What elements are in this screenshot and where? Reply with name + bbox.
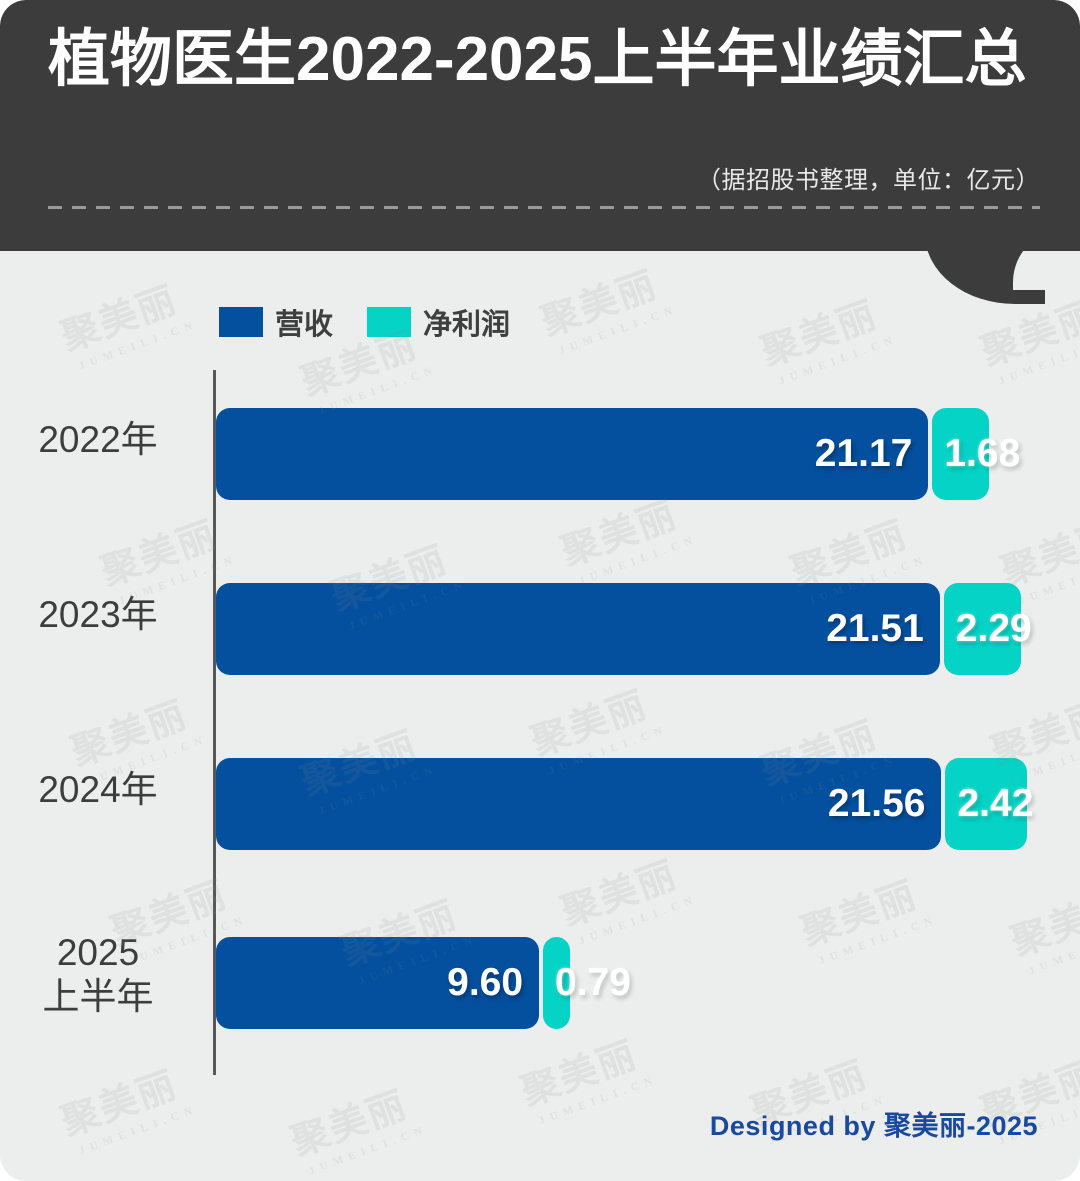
- bar-row: 2025 上半年 9.60 0.79: [0, 895, 1080, 1075]
- legend-swatch-revenue-icon: [219, 307, 263, 337]
- category-label-line1: 2025: [56, 932, 140, 973]
- profit-value-label: 2.29: [955, 607, 1032, 650]
- bar-row: 2024年 21.56 2.42: [0, 720, 1080, 895]
- profit-bar[interactable]: 2.29: [943, 583, 1032, 675]
- category-label-line1: 2024年: [38, 769, 158, 810]
- designed-by-credit: Designed by 聚美丽-2025: [709, 1111, 1038, 1141]
- header-subtitle: （据招股书整理，单位：亿元）: [697, 167, 1040, 194]
- revenue-value-label: 21.17: [814, 432, 913, 475]
- chart-legend: 营收 净利润: [219, 301, 510, 343]
- profit-bar[interactable]: 0.79: [543, 937, 631, 1029]
- profit-value-label: 2.42: [957, 782, 1034, 825]
- revenue-value-label: 21.51: [826, 607, 924, 650]
- bar-group: 21.56 2.42: [216, 758, 1033, 850]
- category-label-line2: 上半年: [42, 975, 154, 1017]
- category-label: 2025 上半年: [0, 931, 196, 1018]
- legend-item-profit[interactable]: 净利润: [367, 301, 510, 343]
- revenue-bar[interactable]: 21.51: [216, 583, 940, 675]
- legend-swatch-profit-icon: [367, 307, 412, 337]
- profit-bar[interactable]: 2.42: [945, 758, 1033, 850]
- page-title: 植物医生2022-2025上半年业绩汇总: [48, 25, 1027, 94]
- legend-label-revenue: 营收: [275, 309, 334, 341]
- bar-group: 21.51 2.29: [216, 583, 1032, 675]
- revenue-bar[interactable]: 21.17: [216, 408, 929, 500]
- y-axis-line: [213, 370, 216, 1075]
- bar-row: 2023年 21.51 2.29: [0, 545, 1080, 720]
- profit-value-label: 1.68: [944, 432, 1021, 475]
- category-label-line1: 2023年: [38, 594, 158, 635]
- revenue-value-label: 21.56: [827, 782, 926, 825]
- category-label: 2023年: [0, 593, 196, 637]
- legend-item-revenue[interactable]: 营收: [219, 301, 333, 343]
- header-divider: [48, 206, 1040, 209]
- revenue-bar[interactable]: 21.56: [216, 758, 942, 850]
- bar-group: 21.17 1.68: [216, 408, 1020, 500]
- header-banner: 植物医生2022-2025上半年业绩汇总 （据招股书整理，单位：亿元）: [0, 0, 1080, 251]
- profit-value-label: 0.79: [555, 961, 631, 1004]
- bar-rows: 2022年 21.17 1.68 2023年 21.51 2.29 2024年 21.56 2.…: [0, 370, 1080, 1075]
- category-label: 2022年: [0, 418, 196, 462]
- category-label-line1: 2022年: [38, 419, 158, 460]
- profit-bar[interactable]: 1.68: [932, 408, 1020, 500]
- legend-label-profit: 净利润: [423, 309, 511, 341]
- category-label: 2024年: [0, 768, 196, 812]
- revenue-value-label: 9.60: [447, 961, 524, 1004]
- revenue-bar[interactable]: 9.60: [216, 937, 540, 1029]
- bar-group: 9.60 0.79: [216, 937, 631, 1029]
- bar-row: 2022年 21.17 1.68: [0, 370, 1080, 545]
